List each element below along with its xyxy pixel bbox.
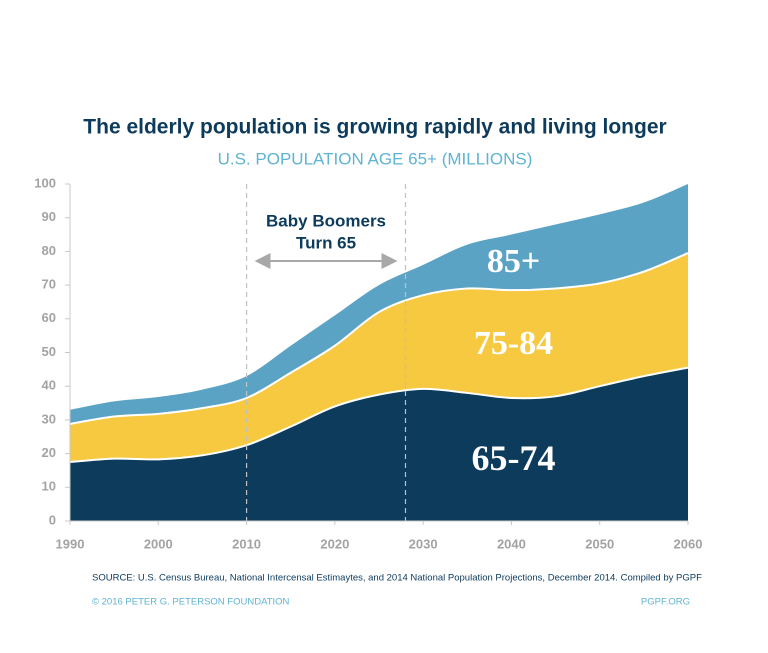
area <box>70 367 688 521</box>
y-tick-label: 30 <box>42 411 56 426</box>
y-tick-label: 10 <box>42 479 56 494</box>
x-tick-label: 2000 <box>144 536 173 551</box>
y-tick-label: 40 <box>42 378 56 393</box>
x-tick-label: 1990 <box>56 536 85 551</box>
area <box>70 253 688 463</box>
source: SOURCE: U.S. Census Bureau, National Int… <box>92 573 702 584</box>
y-tick-label: 20 <box>42 445 56 460</box>
boundary-line <box>69 252 689 425</box>
annotation-text: Turn 65 <box>296 233 356 252</box>
area <box>70 184 688 424</box>
chart-title: The elderly population is growing rapidl… <box>83 116 666 139</box>
y-tick-label: 90 <box>42 209 56 224</box>
annotation-text: Baby Boomers <box>266 211 386 230</box>
x-tick-label: 2010 <box>232 536 261 551</box>
y-tick-label: 100 <box>34 175 56 190</box>
chart-subtitle: U.S. POPULATION AGE 65+ (MILLIONS) <box>218 149 533 168</box>
series-label: 65-74 <box>472 438 556 478</box>
y-tick-label: 60 <box>42 310 56 325</box>
boundary-line <box>69 366 689 464</box>
copyright: © 2016 PETER G. PETERSON FOUNDATION <box>92 597 290 608</box>
website: PGPF.ORG <box>641 597 690 608</box>
x-tick-label: 2020 <box>320 536 349 551</box>
y-tick-label: 50 <box>42 344 56 359</box>
series-label: 85+ <box>487 243 540 280</box>
x-tick-label: 2030 <box>409 536 438 551</box>
y-tick-label: 80 <box>42 243 56 258</box>
series-label: 75-84 <box>474 325 553 362</box>
x-tick-label: 2060 <box>674 536 703 551</box>
y-tick-label: 0 <box>49 512 56 527</box>
y-tick-label: 70 <box>42 277 56 292</box>
x-tick-label: 2050 <box>585 536 614 551</box>
x-tick-label: 2040 <box>497 536 526 551</box>
